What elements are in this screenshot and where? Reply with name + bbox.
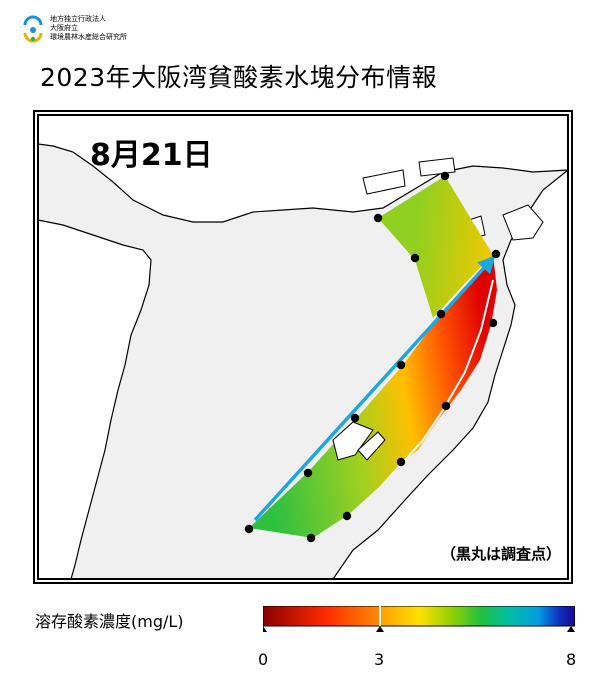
survey-point	[436, 309, 446, 319]
survey-point	[373, 213, 383, 223]
survey-date: 8月21日	[90, 138, 213, 173]
do-distribution-upper	[378, 176, 493, 318]
survey-point-note: （黒丸は調査点）	[440, 545, 561, 563]
osaka-bay-map: 8月21日 （黒丸は調査点）	[33, 110, 573, 584]
survey-point	[410, 253, 420, 263]
land-pier-1	[362, 169, 406, 195]
survey-point	[491, 249, 501, 259]
do-contour-line	[404, 279, 494, 461]
survey-points	[244, 171, 501, 543]
land-airport-island-2	[357, 431, 386, 461]
survey-point	[441, 401, 451, 411]
org-name-line3: 環境農林水産総合研究所	[50, 33, 127, 41]
land-pier-2	[418, 157, 456, 177]
organization-header: 地方独立行政法人 大阪府立 環境農林水産総合研究所	[22, 10, 222, 50]
do-distribution-main	[249, 255, 497, 538]
land-north-coast	[37, 114, 569, 223]
survey-point	[350, 413, 360, 423]
survey-point	[488, 318, 498, 328]
tick-marker-3	[376, 626, 384, 632]
legend-tick-8: 8	[566, 650, 577, 669]
survey-point	[342, 511, 352, 521]
map-frame	[37, 114, 569, 580]
survey-point	[244, 524, 254, 534]
map-canvas	[33, 110, 573, 584]
legend-tick-3: 3	[374, 650, 385, 669]
legend-tick-0: 0	[258, 650, 269, 669]
legend-label: 溶存酸素濃度(mg/L)	[35, 612, 184, 631]
land-port-area-1	[502, 204, 544, 241]
survey-point	[396, 360, 406, 370]
org-name-line1: 地方独立行政法人	[50, 15, 106, 23]
org-name-line2: 大阪府立	[50, 24, 78, 32]
land-airport-island	[332, 421, 374, 461]
land-awaji-island	[37, 219, 152, 580]
organization-logo-icon	[23, 15, 43, 43]
tick-marker-0	[263, 626, 267, 632]
survey-point	[306, 533, 316, 543]
survey-point	[303, 468, 313, 478]
tick-marker-8	[567, 626, 575, 632]
survey-route-arrow	[253, 255, 496, 522]
survey-point	[440, 171, 450, 181]
survey-point	[396, 457, 406, 467]
map-outer-frame	[33, 110, 573, 584]
page-title: 2023年大阪湾貧酸素水塊分布情報	[40, 63, 438, 92]
color-scale-bar	[263, 606, 575, 632]
